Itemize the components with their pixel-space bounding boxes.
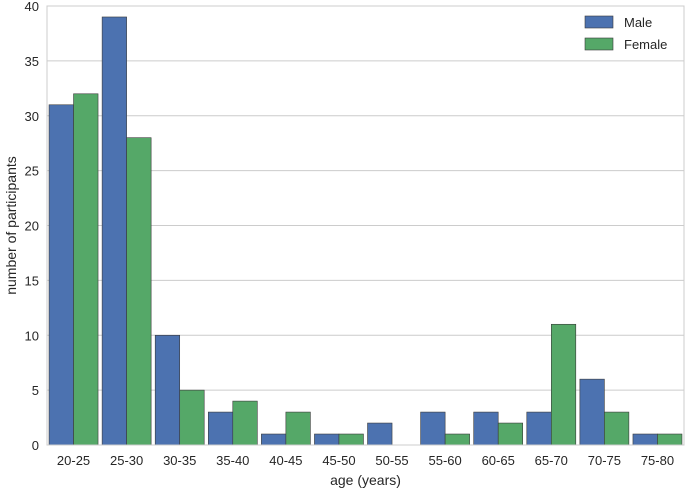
- y-axis-title: number of participants: [3, 156, 19, 295]
- bar-male-65-70: [526, 411, 552, 446]
- legend-label-female: Female: [624, 37, 667, 52]
- legend-swatch-male: [584, 15, 614, 29]
- y-tick-label: 30: [25, 109, 39, 124]
- y-tick-label: 0: [32, 438, 39, 453]
- x-tick-label: 40-45: [269, 453, 302, 468]
- y-tick-label: 20: [25, 219, 39, 234]
- bar-male-60-65: [473, 411, 499, 446]
- x-tick-label: 75-80: [641, 453, 674, 468]
- bar-female-55-60: [444, 433, 470, 446]
- y-tick-label: 15: [25, 273, 39, 288]
- bar-male-40-45: [261, 433, 287, 446]
- bar-female-75-80: [657, 433, 683, 446]
- y-tick-label: 5: [32, 383, 39, 398]
- bar-male-70-75: [579, 378, 605, 446]
- x-tick-label: 55-60: [429, 453, 462, 468]
- bar-male-75-80: [632, 433, 658, 446]
- y-tick-label: 10: [25, 328, 39, 343]
- x-tick-label: 20-25: [57, 453, 90, 468]
- bar-female-60-65: [497, 422, 524, 446]
- bar-male-35-40: [207, 411, 234, 446]
- x-tick-label: 65-70: [535, 453, 568, 468]
- bar-female-25-30: [126, 137, 152, 446]
- bar-female-45-50: [338, 433, 364, 446]
- bar-male-45-50: [314, 433, 340, 446]
- x-tick-label: 35-40: [216, 453, 249, 468]
- bar-female-35-40: [232, 400, 258, 446]
- bar-female-70-75: [604, 411, 630, 446]
- x-tick-label: 60-65: [482, 453, 515, 468]
- x-tick-labels: 20-25 25-30 30-35 35-40 40-45 45-50 50-55 55-60…: [57, 453, 674, 468]
- x-tick-label: 50-55: [375, 453, 408, 468]
- bar-male-20-25: [48, 104, 74, 446]
- x-tick-label: 70-75: [588, 453, 621, 468]
- plot-frame: [46, 5, 685, 446]
- x-axis-title: age (years): [330, 472, 401, 488]
- y-tick-label: 25: [25, 164, 39, 179]
- bar-female-30-35: [179, 389, 205, 446]
- legend-label-male: Male: [624, 15, 652, 30]
- legend: Male Female: [584, 15, 667, 52]
- x-tick-label: 30-35: [163, 453, 196, 468]
- bar-female-40-45: [285, 411, 311, 446]
- y-tick-label: 40: [25, 0, 39, 14]
- bar-male-30-35: [154, 334, 181, 446]
- x-tick-label: 45-50: [322, 453, 355, 468]
- x-tick-label: 25-30: [110, 453, 143, 468]
- bar-male-55-60: [420, 411, 446, 446]
- legend-swatch-female: [584, 37, 614, 51]
- bars: [48, 16, 683, 446]
- bar-female-65-70: [550, 323, 577, 446]
- bar-male-50-55: [367, 422, 393, 446]
- bar-female-20-25: [73, 93, 99, 446]
- y-tick-label: 35: [25, 54, 39, 69]
- bar-male-25-30: [101, 16, 127, 446]
- y-tick-labels: 0 5 10 15 20 25 30 35 40: [25, 0, 39, 453]
